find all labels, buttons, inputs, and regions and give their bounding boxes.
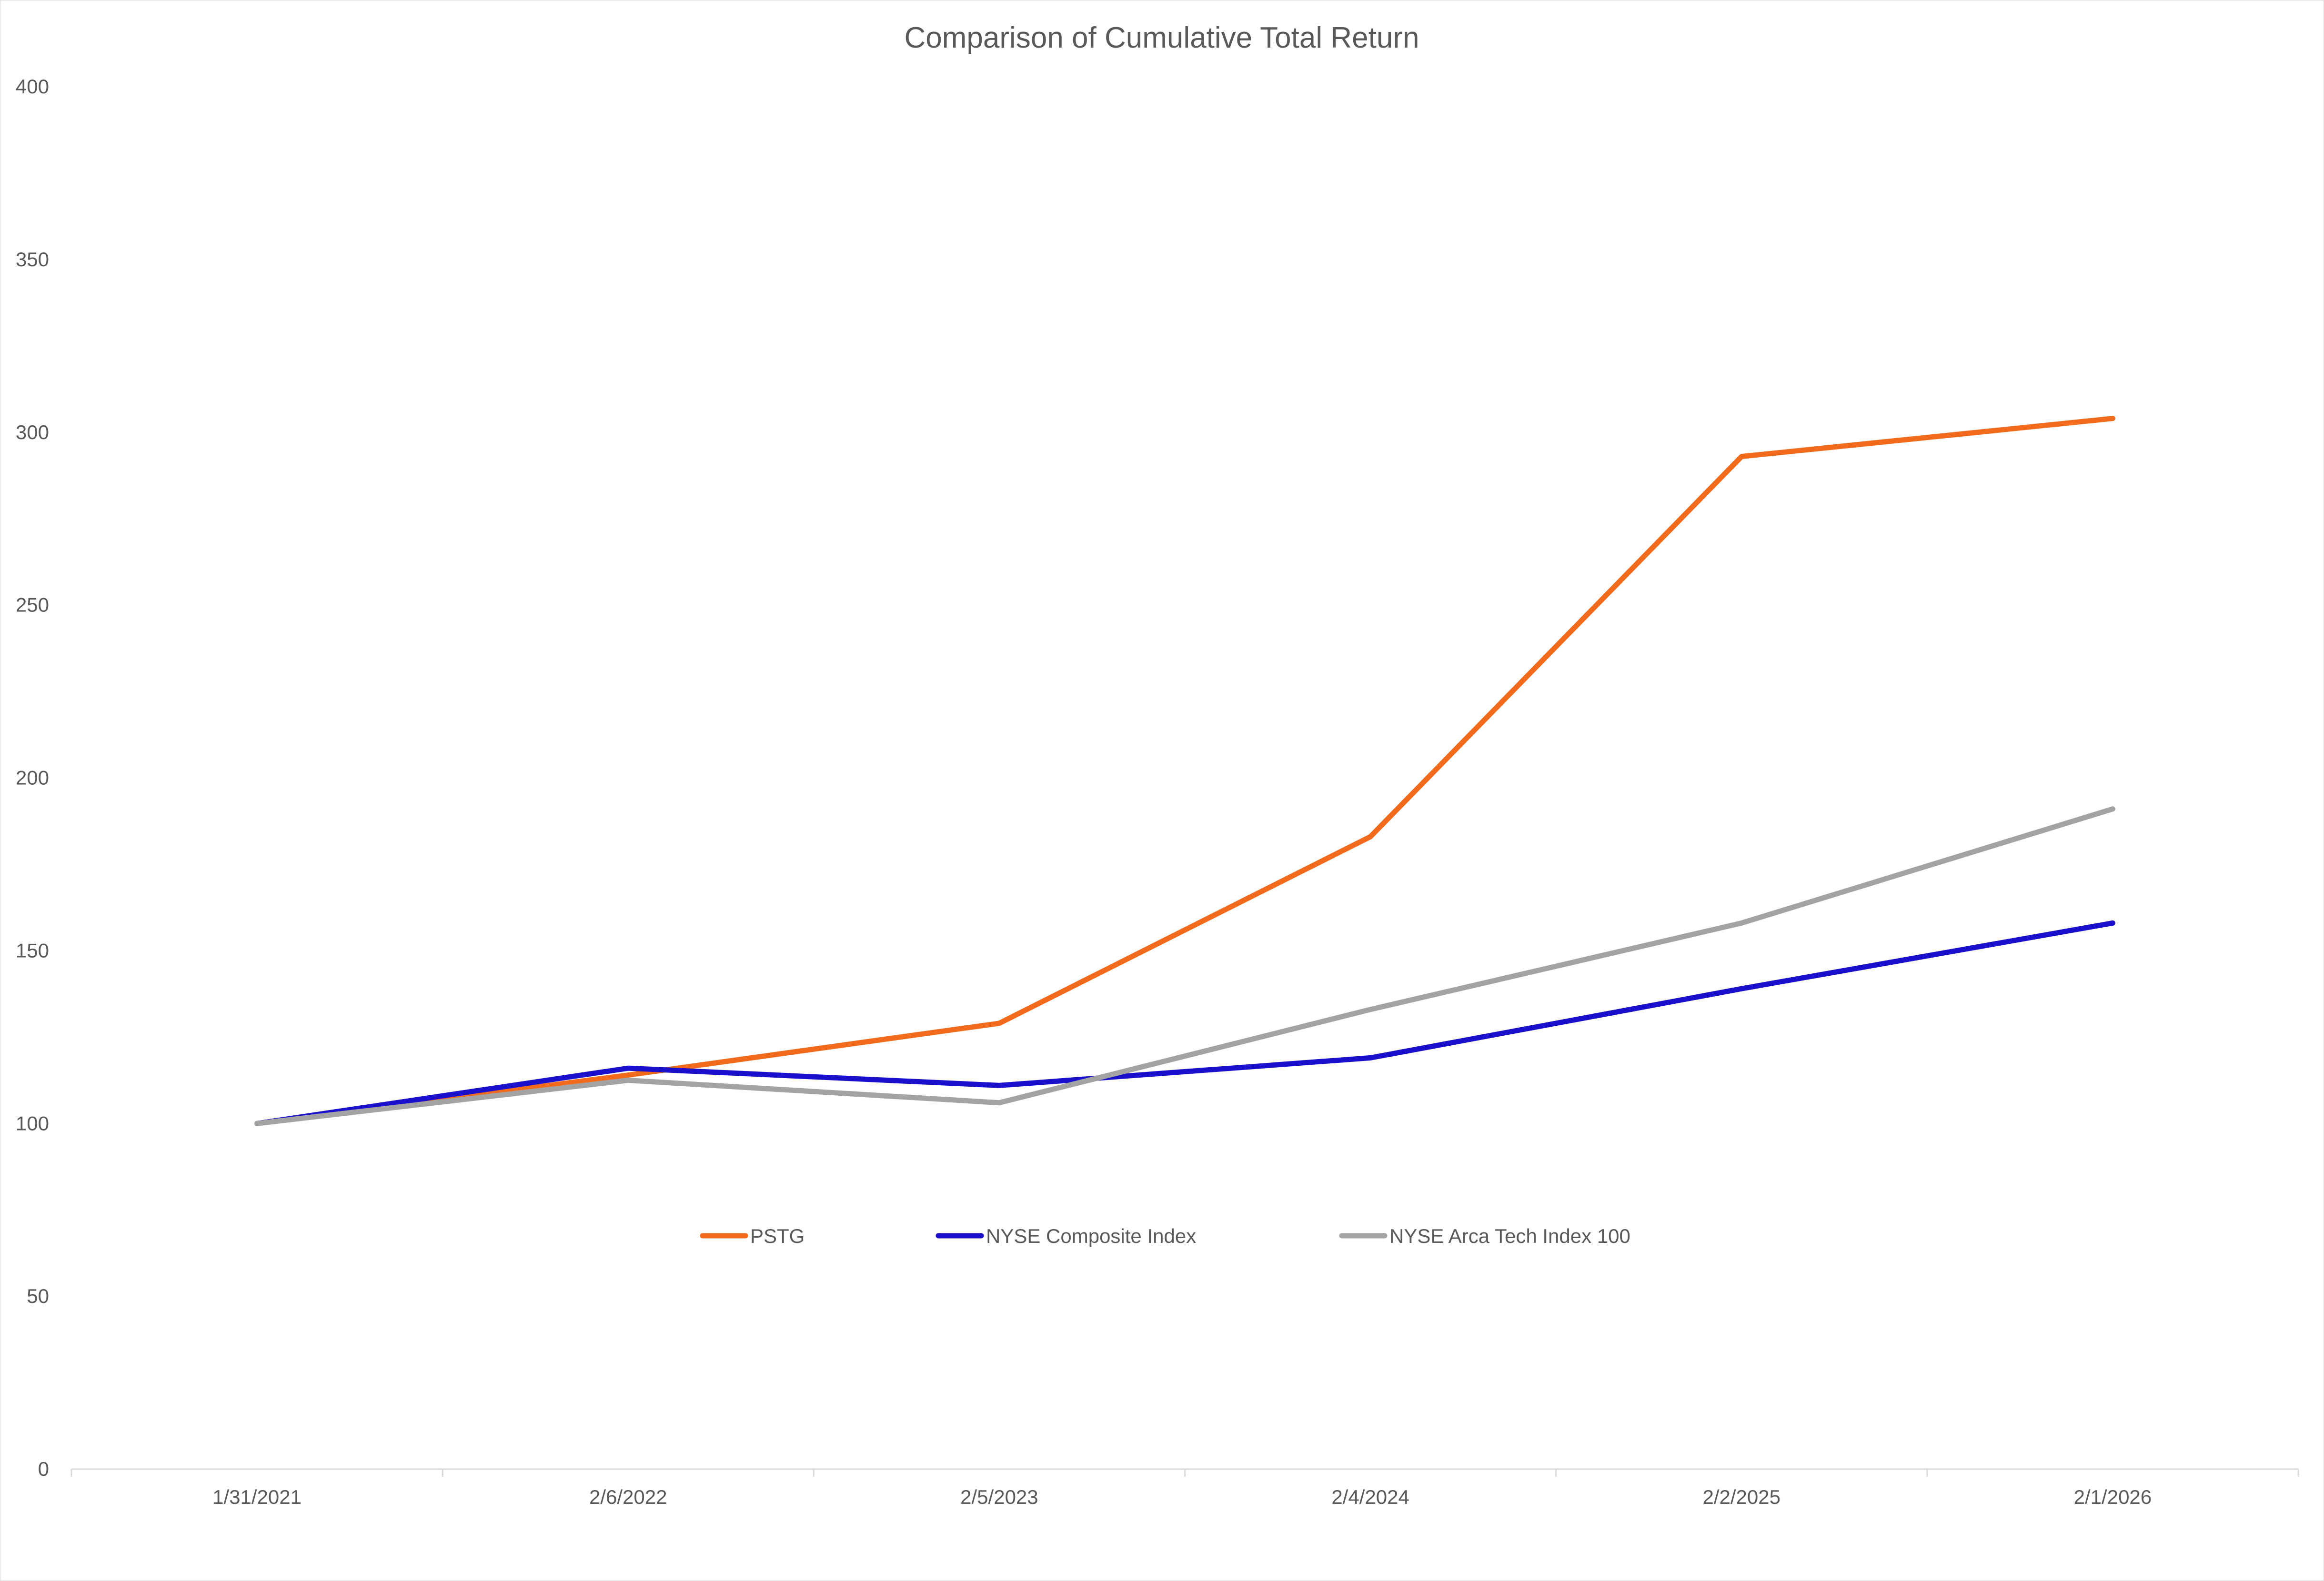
series-line-1 [254, 920, 2115, 1126]
y-tick-label: 250 [16, 594, 49, 616]
y-tick-label: 100 [16, 1112, 49, 1134]
series-layer [254, 416, 2115, 1126]
y-tick-label: 300 [16, 421, 49, 443]
x-axis: 1/31/2021 2/6/2022 2/5/2023 2/4/2024 2/2/202… [70, 1468, 2299, 1508]
legend-label: NYSE Composite Index [986, 1225, 1196, 1247]
legend-item: PSTG [700, 1225, 805, 1247]
x-tick-label: 2/4/2024 [1331, 1486, 1409, 1508]
x-tick-label: 2/5/2023 [960, 1486, 1038, 1508]
legend-label: PSTG [750, 1225, 805, 1247]
y-tick-label: 150 [16, 939, 49, 961]
legend-item: NYSE Composite Index [936, 1225, 1196, 1247]
y-tick-label: 400 [16, 75, 49, 98]
x-tick-label: 2/2/2025 [1703, 1486, 1781, 1508]
legend-item: NYSE Arca Tech Index 100 [1339, 1225, 1630, 1247]
chart-legend: PSTG NYSE Composite Index NYSE Arca Tech I… [700, 1225, 1630, 1247]
chart-title: Comparison of Cumulative Total Return [905, 21, 1419, 54]
y-tick-label: 200 [16, 767, 49, 789]
x-tick-label: 2/6/2022 [589, 1486, 667, 1508]
y-tick-label: 350 [16, 248, 49, 270]
series-line-2 [254, 806, 2115, 1126]
x-tick-label: 1/31/2021 [212, 1486, 302, 1508]
y-axis: 0 50 100 150 200 250 300 350 400 [16, 75, 49, 1480]
x-tick-label: 2/1/2026 [2074, 1486, 2152, 1508]
legend-label: NYSE Arca Tech Index 100 [1389, 1225, 1630, 1247]
series-line-0 [254, 416, 2115, 1126]
y-tick-label: 50 [27, 1285, 49, 1307]
y-tick-label: 0 [38, 1458, 49, 1480]
